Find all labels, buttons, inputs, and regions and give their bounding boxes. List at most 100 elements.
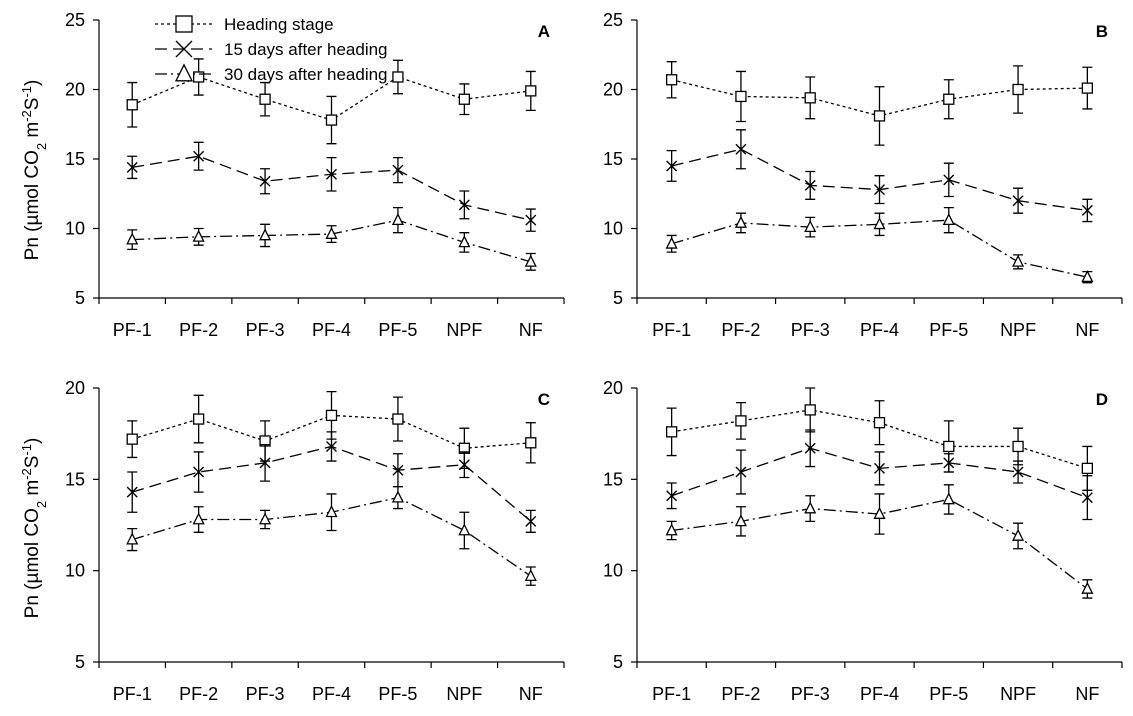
data-point xyxy=(326,440,337,452)
series-3 xyxy=(665,484,1094,599)
data-point xyxy=(734,514,747,527)
data-point xyxy=(942,212,955,226)
x-tick-label: PF-2 xyxy=(721,684,760,704)
panel-label: D xyxy=(1096,390,1108,409)
x-tick-label: PF-4 xyxy=(312,320,351,340)
x-tick-label: NPF xyxy=(1000,684,1036,704)
panel-label: A xyxy=(538,22,550,41)
x-tick-label: PF-3 xyxy=(246,320,285,340)
data-point xyxy=(458,235,471,248)
data-point xyxy=(192,413,205,425)
y-tick-label: 10 xyxy=(603,219,623,239)
legend-marker xyxy=(174,63,194,82)
data-point xyxy=(392,413,404,425)
data-point xyxy=(665,74,678,86)
data-point xyxy=(192,71,205,83)
data-point xyxy=(735,466,747,478)
series-3 xyxy=(126,207,537,271)
data-point xyxy=(392,71,404,83)
legend-marker xyxy=(175,40,193,58)
data-point xyxy=(735,90,747,103)
data-point xyxy=(392,464,404,476)
x-tick-label: NF xyxy=(1075,684,1099,704)
legend: Heading stage 15 days after heading 30 day… xyxy=(155,15,388,84)
data-point xyxy=(873,417,886,429)
data-point xyxy=(1081,462,1094,475)
data-point xyxy=(126,161,138,173)
data-point xyxy=(665,236,678,249)
x-tick-label: PF-5 xyxy=(929,320,968,340)
y-tick-label: 20 xyxy=(603,80,623,100)
panel-D: 5 10 15 20 PF-1 PF-2 PF-3 PF-4 PF-5 NPF NF D xyxy=(603,378,1123,704)
y-tick-label: 25 xyxy=(65,10,85,30)
data-point xyxy=(1081,581,1094,594)
data-point xyxy=(804,92,816,104)
data-point xyxy=(325,409,338,422)
legend-item: Heading stage xyxy=(155,15,334,34)
legend-marker xyxy=(175,15,193,33)
y-tick-label: 5 xyxy=(75,652,85,672)
series-1 xyxy=(126,391,537,470)
data-point xyxy=(524,568,537,582)
panel-A: 5 10 15 20 25 PF-1 PF-2 PF-3 PF-4 PF-5 NPF NF A xyxy=(65,10,565,340)
panel-C: 5 10 15 20 PF-1 PF-2 PF-3 PF-4 PF-5 NPF NF C xyxy=(65,378,565,704)
data-point xyxy=(804,219,817,233)
y-tick-label: 25 xyxy=(603,10,623,30)
y-tick-label: 5 xyxy=(613,652,623,672)
x-tick-label: NF xyxy=(1075,320,1099,340)
data-point xyxy=(458,459,470,471)
data-point xyxy=(1012,195,1024,207)
data-point xyxy=(259,175,271,187)
x-tick-label: PF-5 xyxy=(378,320,417,340)
data-point xyxy=(325,114,338,126)
series-1 xyxy=(665,387,1094,491)
y-tick-label: 15 xyxy=(603,149,623,169)
series-3 xyxy=(126,485,537,586)
y-tick-label: 20 xyxy=(65,80,85,100)
y-tick-label: 15 xyxy=(65,469,85,489)
data-point xyxy=(126,99,138,111)
data-point xyxy=(325,226,338,239)
data-point xyxy=(874,184,885,196)
data-point xyxy=(735,143,747,155)
panel-label: B xyxy=(1096,22,1108,41)
data-point xyxy=(126,486,138,498)
data-point xyxy=(325,505,338,518)
data-point xyxy=(391,490,404,503)
series-2 xyxy=(666,129,1093,223)
data-point xyxy=(458,93,471,105)
y-tick-label: 10 xyxy=(65,561,85,581)
data-point xyxy=(391,212,404,226)
data-point xyxy=(192,229,205,242)
y-tick-label: 15 xyxy=(65,149,85,169)
x-tick-label: NF xyxy=(519,684,543,704)
data-point xyxy=(804,404,816,416)
data-point xyxy=(525,515,537,527)
data-point xyxy=(193,466,205,478)
y-axis-label-bottom: Pn (µmol CO2 m-2S-1) xyxy=(19,438,49,619)
data-point xyxy=(1081,82,1094,94)
series-1 xyxy=(126,58,537,145)
data-point xyxy=(943,457,955,469)
x-tick-label: PF-1 xyxy=(113,684,152,704)
data-point xyxy=(873,217,886,230)
data-point xyxy=(126,232,139,245)
data-point xyxy=(804,501,817,514)
data-point xyxy=(873,110,886,122)
panels: 5 10 15 20 25 PF-1 PF-2 PF-3 PF-4 PF-5 NPF NF A 5 10 15… xyxy=(65,10,1123,704)
x-tick-label: PF-3 xyxy=(246,684,285,704)
data-point xyxy=(874,462,885,474)
data-point xyxy=(804,179,816,191)
x-tick-label: PF-1 xyxy=(113,320,152,340)
x-tick-label: NPF xyxy=(446,684,482,704)
x-tick-label: PF-4 xyxy=(860,320,899,340)
data-point xyxy=(192,512,205,525)
x-tick-label: PF-3 xyxy=(791,684,830,704)
data-point xyxy=(734,215,747,228)
x-tick-label: PF-4 xyxy=(860,684,899,704)
data-point xyxy=(1081,204,1093,216)
data-point xyxy=(666,160,678,172)
x-tick-label: PF-4 xyxy=(312,684,351,704)
y-tick-label: 5 xyxy=(613,288,623,308)
